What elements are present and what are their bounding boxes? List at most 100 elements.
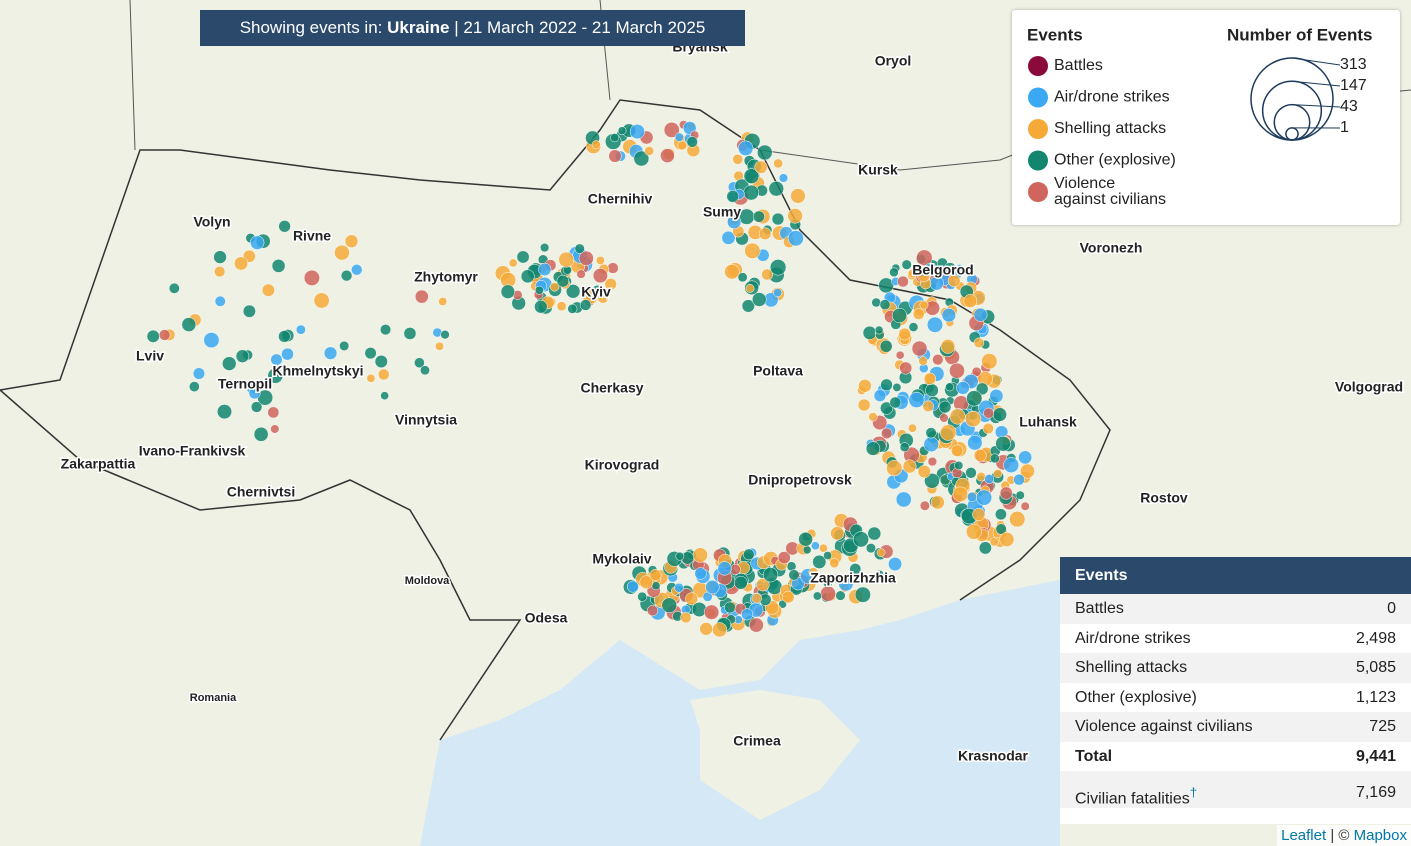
event-dot [234,256,249,271]
event-dot [705,579,720,595]
event-dot [908,322,919,332]
event-dot [724,264,740,280]
event-dot [925,383,939,398]
fatalities-value: 7,169 [1355,784,1396,801]
event-dot [629,123,645,140]
event-dot [379,324,392,336]
event-dot [674,582,684,593]
event-dot [366,373,376,383]
place-label: Romania [190,692,237,704]
event-dot [939,413,949,423]
event-dot [820,585,836,602]
event-dot [181,317,197,332]
place-label: Oryol [875,53,912,69]
size-circle [1261,80,1323,141]
place-label: Ternopil [218,376,272,392]
event-dot [574,243,585,254]
event-dot [899,361,913,375]
event-dot [999,532,1015,547]
size-leader [1291,104,1341,108]
table-fatalities: Civilian fatalities† 7,169 [1060,771,1411,808]
banner-country: Ukraine [387,18,450,37]
event-dot [203,332,220,349]
event-dot [576,269,586,279]
leaflet-link[interactable]: Leaflet [1281,827,1327,844]
banner: Showing events in: Ukraine | 21 March 20… [200,10,745,46]
event-dot [892,382,902,392]
place-label: Voronezh [1080,240,1143,256]
event-dot [565,284,581,299]
event-dot [880,378,893,392]
legend-label: Violence against civilians [1054,175,1166,208]
row-label: Air/drone strikes [1075,629,1191,647]
event-dot [756,577,770,592]
event-dot [972,507,986,522]
event-dot [549,282,560,292]
event-dot [911,340,928,357]
event-dot [787,208,803,224]
event-dot [270,353,283,366]
legend-svg: Events Number of Events Battles Air/drone… [1027,25,1372,208]
event-dot [344,234,359,248]
event-dot [168,282,180,294]
legend-title: Events [1027,25,1083,44]
event-dot [922,400,934,413]
place-label: Belgorod [912,262,973,278]
place-label: Kursk [858,162,898,178]
event-dot [873,389,887,402]
event-dot [703,604,720,620]
event-dot [267,406,280,419]
event-dot [1013,473,1025,486]
event-dot [995,435,1011,452]
event-dot [812,554,827,569]
event-dot [721,230,736,245]
event-dot [741,608,754,621]
event-dot [377,368,390,381]
legend-swatch [1028,87,1048,108]
mapbox-link[interactable]: Mapbox [1353,827,1407,844]
row-value: 5,085 [1355,659,1396,676]
event-dot [1018,450,1033,465]
place-label: Kirovograd [585,457,660,473]
event-dot [973,337,985,349]
event-dot [235,349,250,363]
size-label: 147 [1340,77,1367,94]
event-dot [798,531,813,547]
event-dot [966,390,983,407]
event-dot [768,180,784,197]
event-dot [663,121,680,138]
event-dot [281,347,294,361]
attr-sep: | © [1330,827,1350,844]
event-dot [895,491,912,508]
event-dot [639,575,654,590]
event-dot [534,285,544,295]
event-dot [924,472,940,489]
place-label: Cherkasy [580,380,643,396]
crimea-land [690,690,860,820]
event-dot [945,382,955,392]
event-dot [213,250,227,264]
event-dot [857,398,871,412]
table-row: Violence against civilians 725 [1060,712,1411,742]
legend-swatch [1028,119,1048,139]
event-dot [762,567,779,583]
event-dot [508,258,518,268]
event-dot [867,526,882,541]
event-dot [771,212,785,226]
event-dot [879,299,891,311]
event-dot [712,622,728,638]
event-dot [608,149,622,163]
event-dot [758,227,772,241]
legend: Events Number of Events Battles Air/drone… [1012,10,1400,225]
event-dot [899,442,910,453]
legend-swatch [1028,56,1048,76]
event-dot [862,325,877,340]
event-dot [685,592,699,606]
event-dot [966,491,978,503]
event-dot [323,346,338,360]
event-dot [871,297,882,308]
event-dot [558,251,575,268]
event-dot [438,297,448,306]
fatalities-text: Civilian fatalities [1075,790,1190,808]
